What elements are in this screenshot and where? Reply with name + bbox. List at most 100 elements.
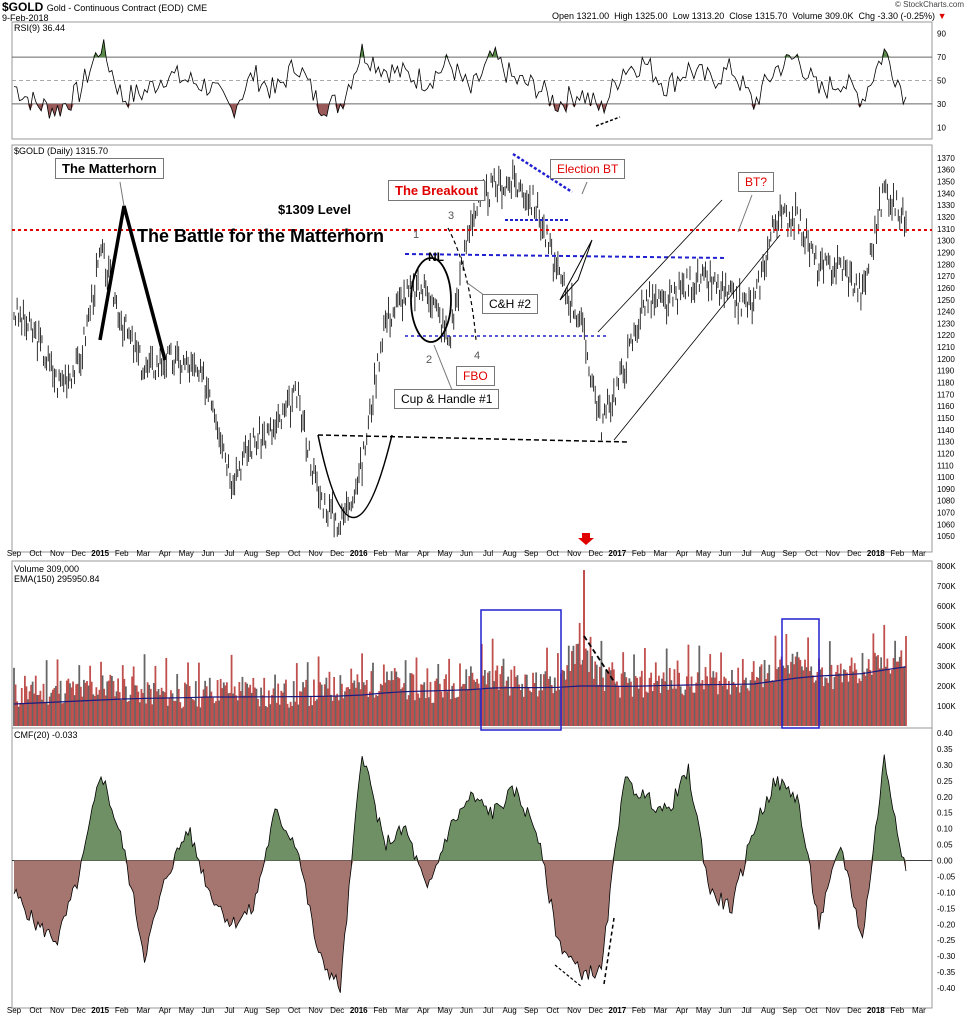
- volume-bar: [159, 694, 161, 726]
- volume-bar: [180, 708, 183, 726]
- volume-bar: [417, 693, 419, 726]
- volume-bar: [233, 686, 236, 726]
- volume-bar: [783, 668, 786, 726]
- volume-bar: [827, 682, 830, 726]
- price-tick-label: 1090: [937, 485, 955, 494]
- volume-bar: [463, 684, 466, 726]
- volume-bar: [605, 669, 607, 726]
- cup-handle-1-callout: Cup & Handle #1: [394, 389, 500, 409]
- volume-bar: [319, 682, 322, 726]
- volume-bar: [266, 707, 269, 726]
- base-dashed-line: [317, 434, 629, 443]
- volume-bar: [358, 682, 360, 726]
- volume-bar: [732, 681, 735, 726]
- matterhorn-callout: The Matterhorn: [55, 158, 164, 179]
- price-month-label: Sep: [7, 549, 22, 558]
- price-tick-label: 1130: [937, 438, 955, 447]
- volume-bar: [403, 683, 405, 726]
- volume-bar: [819, 669, 822, 726]
- volume-bar: [569, 670, 572, 726]
- channel-upper-line: [597, 199, 723, 333]
- volume-bar: [323, 684, 326, 726]
- chart-title: Gold - Continuous Contract (EOD): [46, 3, 184, 13]
- volume-bar: [552, 693, 555, 726]
- volume-bar: [269, 704, 272, 726]
- volume-bar: [361, 653, 363, 726]
- cmf-month-label: Jul: [483, 1006, 493, 1015]
- volume-bar: [858, 678, 861, 726]
- volume-bar: [118, 692, 121, 726]
- volume-bar: [867, 659, 870, 726]
- price-month-label: 2015: [91, 549, 109, 558]
- price-tick-label: 1280: [937, 260, 955, 269]
- volume-bar: [488, 671, 491, 726]
- volume-bar: [120, 700, 123, 726]
- volume-bar: [901, 667, 904, 726]
- price-tick-label: 1250: [937, 296, 955, 305]
- volume-bar: [724, 678, 727, 726]
- volume-bar: [401, 687, 404, 726]
- volume-bar: [659, 693, 662, 726]
- volume-bar: [797, 657, 800, 726]
- volume-bar: [101, 675, 104, 726]
- volume-bar: [216, 680, 219, 726]
- volume-bar: [667, 689, 670, 726]
- volume-bar: [423, 682, 426, 726]
- volume-bar: [468, 676, 471, 726]
- volume-bar: [544, 671, 547, 726]
- cmf-tick-label: 0.00: [937, 857, 953, 866]
- volume-bar: [626, 682, 629, 726]
- volume-bar: [455, 697, 458, 726]
- point-1-label: 1: [413, 229, 420, 241]
- volume-bar: [476, 678, 478, 726]
- cmf-month-label: 2018: [867, 1006, 885, 1015]
- volume-bar: [356, 674, 359, 726]
- volume-bar: [835, 671, 837, 726]
- volume-bar: [588, 672, 590, 726]
- price-month-label: Jun: [201, 549, 214, 558]
- price-tick-label: 1240: [937, 308, 955, 317]
- volume-bar: [446, 691, 449, 726]
- volume-bar: [148, 684, 151, 726]
- volume-highlight-box-2017: [781, 618, 820, 729]
- price-month-label: Nov: [50, 549, 64, 558]
- volume-bar: [644, 648, 646, 726]
- volume-bar: [370, 671, 373, 726]
- volume-bar: [874, 652, 876, 726]
- volume-bar: [173, 700, 175, 726]
- cmf-month-label: Aug: [502, 1006, 516, 1015]
- volume-bar: [828, 641, 831, 726]
- volume-bar: [883, 624, 886, 726]
- cmf-panel-frame: [11, 727, 933, 1009]
- volume-bar: [718, 680, 721, 726]
- volume-bar: [633, 654, 635, 726]
- election-red-arrow: [578, 533, 594, 545]
- price-month-label: Nov: [567, 549, 581, 558]
- price-tick-label: 1100: [937, 473, 955, 482]
- cmf-negative-fill: [14, 860, 906, 993]
- volume-bar: [807, 637, 809, 726]
- volume-bar: [22, 703, 25, 726]
- volume-bar: [373, 697, 376, 726]
- volume-bar: [836, 665, 839, 726]
- price-tick-label: 1320: [937, 213, 955, 222]
- election-wedge: [559, 239, 593, 301]
- cmf-tick-label: -0.10: [937, 888, 956, 897]
- volume-bar: [149, 688, 152, 726]
- volume-bar: [891, 669, 893, 726]
- volume-bar: [109, 674, 112, 726]
- rounded-bottom-curve: [317, 434, 393, 519]
- volume-bar: [249, 684, 252, 726]
- volume-bar: [527, 687, 530, 726]
- volume-bar: [549, 676, 552, 726]
- volume-bar: [353, 680, 356, 726]
- volume-bar: [215, 701, 217, 726]
- volume-bar: [434, 680, 437, 726]
- volume-bar: [126, 701, 129, 726]
- rsi-overbought-fill: [14, 39, 906, 58]
- rsi-oversold-fill: [14, 103, 906, 119]
- volume-bar: [340, 683, 343, 726]
- cmf-tick-label: 0.30: [937, 761, 953, 770]
- volume-bar: [524, 674, 527, 726]
- cmf-month-label: May: [437, 1006, 452, 1015]
